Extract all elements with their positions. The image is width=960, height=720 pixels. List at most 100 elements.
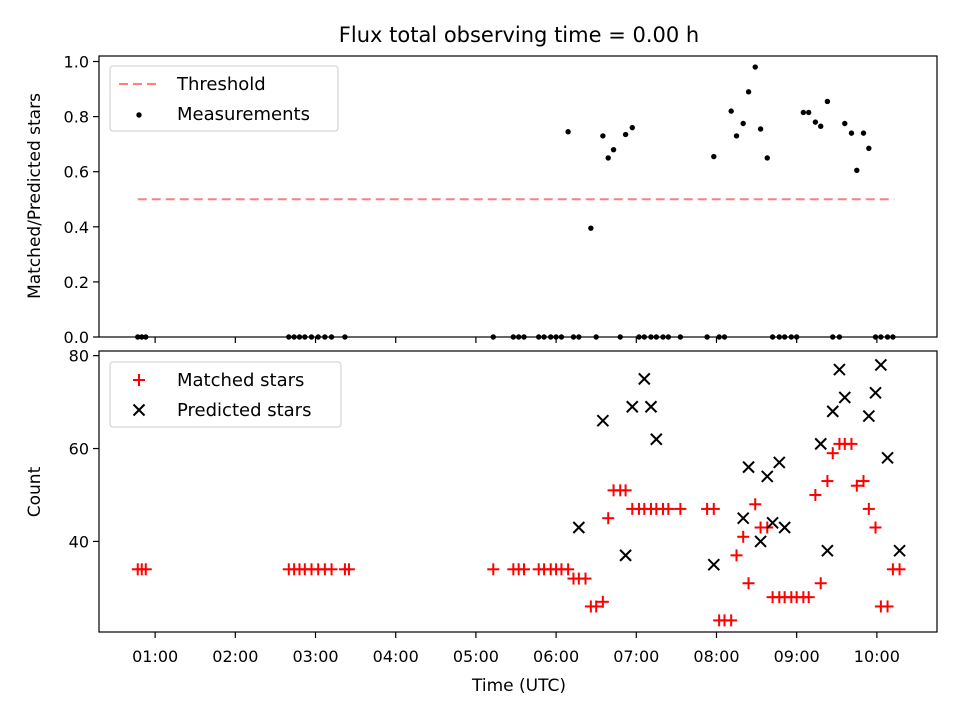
measurement-point bbox=[800, 109, 807, 116]
measurement-point bbox=[135, 334, 141, 340]
measurement-point bbox=[139, 334, 145, 340]
measurement-point bbox=[776, 334, 782, 340]
measurement-point bbox=[302, 334, 308, 340]
measurement-point bbox=[490, 334, 496, 340]
legend-matched-label: Matched stars bbox=[177, 370, 304, 391]
legend-plus-marker bbox=[133, 374, 145, 386]
measurement-point bbox=[878, 334, 884, 340]
measurement-point bbox=[328, 334, 335, 340]
measurement-point bbox=[677, 334, 684, 340]
matched-star-point bbox=[857, 475, 870, 488]
matched-star-point bbox=[707, 502, 720, 515]
matched-star-point bbox=[850, 479, 863, 492]
matched-star-point bbox=[742, 577, 755, 590]
measurement-point bbox=[733, 133, 740, 139]
measurement-point bbox=[291, 334, 297, 340]
ratio-ytick-label: 0.4 bbox=[64, 218, 89, 237]
matched-star-point bbox=[139, 563, 152, 576]
matched-star-point bbox=[619, 484, 632, 497]
measurement-point bbox=[315, 334, 321, 340]
matched-star-point bbox=[814, 577, 827, 590]
measurement-point bbox=[854, 167, 860, 174]
predicted-star-point bbox=[778, 521, 791, 534]
legend-threshold-label: Threshold bbox=[176, 74, 266, 95]
legend-x-marker bbox=[132, 403, 146, 417]
predicted-star-point bbox=[833, 363, 846, 376]
x-tick-label: 10:00 bbox=[854, 647, 900, 666]
predicted-star-point bbox=[596, 414, 610, 427]
predicted-star-point bbox=[881, 451, 894, 465]
matched-star-point bbox=[749, 498, 762, 511]
measurement-point bbox=[704, 334, 710, 340]
legend-predicted-swatch bbox=[132, 403, 146, 417]
matched-star-point bbox=[893, 563, 906, 576]
measurement-point bbox=[740, 120, 746, 127]
measurement-point bbox=[721, 334, 728, 340]
matched-star-point bbox=[881, 600, 894, 613]
predicted-star-point bbox=[707, 558, 721, 571]
matched-star-point bbox=[602, 512, 615, 525]
measurement-point bbox=[884, 334, 891, 340]
measurement-point bbox=[788, 334, 795, 340]
predicted-star-point bbox=[754, 535, 767, 548]
count-legend: Matched stars Predicted stars bbox=[109, 361, 342, 428]
matched-star-point bbox=[325, 563, 338, 576]
measurement-point bbox=[648, 334, 654, 340]
legend-measurements-label: Measurements bbox=[177, 104, 310, 125]
measurement-point bbox=[610, 146, 617, 153]
ratio-ytick-label: 1.0 bbox=[64, 53, 89, 72]
matched-star-point bbox=[596, 595, 609, 608]
predicted-star-point bbox=[619, 549, 632, 562]
measurement-point bbox=[842, 120, 848, 127]
measurement-point bbox=[890, 334, 896, 340]
predicted-star-point bbox=[826, 405, 839, 418]
matched-star-point bbox=[487, 563, 500, 576]
measurement-point bbox=[622, 131, 629, 138]
matched-star-point bbox=[826, 447, 839, 460]
measurement-point bbox=[588, 225, 594, 231]
ratio-ytick-label: 0.2 bbox=[64, 273, 89, 292]
count-ylabel: Count bbox=[25, 466, 45, 517]
x-tick-label: 09:00 bbox=[774, 647, 820, 666]
measurement-point bbox=[812, 119, 819, 125]
matched-star-point bbox=[579, 572, 592, 585]
predicted-star-point bbox=[626, 400, 639, 413]
measurement-point bbox=[745, 89, 752, 95]
matched-star-point bbox=[518, 563, 531, 576]
matched-star-point bbox=[809, 488, 822, 501]
matched-star-point bbox=[662, 502, 675, 515]
x-tick-label: 03:00 bbox=[292, 647, 338, 666]
predicted-star-point bbox=[742, 460, 755, 474]
measurement-point bbox=[286, 334, 292, 340]
measurement-point bbox=[716, 334, 722, 340]
measurement-point bbox=[593, 334, 599, 340]
matched-star-point bbox=[862, 502, 875, 515]
x-tick-label: 05:00 bbox=[453, 647, 499, 666]
measurement-point bbox=[510, 334, 517, 340]
matched-star-point bbox=[802, 591, 815, 604]
x-tick-label: 08:00 bbox=[693, 647, 739, 666]
measurement-point bbox=[769, 334, 776, 340]
measurement-point bbox=[605, 155, 611, 161]
measurement-point bbox=[536, 334, 542, 340]
measurement-point bbox=[860, 130, 867, 136]
matched-star-point bbox=[674, 502, 687, 515]
measurement-point bbox=[781, 334, 788, 340]
measurement-point bbox=[848, 130, 855, 136]
predicted-star-point bbox=[838, 391, 851, 404]
ratio-legend: Threshold Measurements bbox=[109, 65, 339, 132]
legend-measurements-swatch bbox=[136, 112, 142, 118]
matched-star-point bbox=[342, 563, 355, 576]
measurement-point bbox=[565, 129, 571, 135]
measurement-point bbox=[515, 334, 522, 340]
measurement-point bbox=[548, 334, 554, 340]
measurement-point bbox=[665, 334, 672, 340]
measurement-point bbox=[570, 334, 577, 340]
predicted-star-point bbox=[766, 516, 779, 530]
x-tick-label: 02:00 bbox=[212, 647, 258, 666]
x-tick-label: 01:00 bbox=[132, 647, 178, 666]
ratio-ylabel: Matched/Predicted stars bbox=[25, 93, 45, 299]
x-tick-label: 04:00 bbox=[373, 647, 419, 666]
measurement-point bbox=[322, 334, 328, 340]
legend-predicted-label: Predicted stars bbox=[177, 400, 311, 421]
